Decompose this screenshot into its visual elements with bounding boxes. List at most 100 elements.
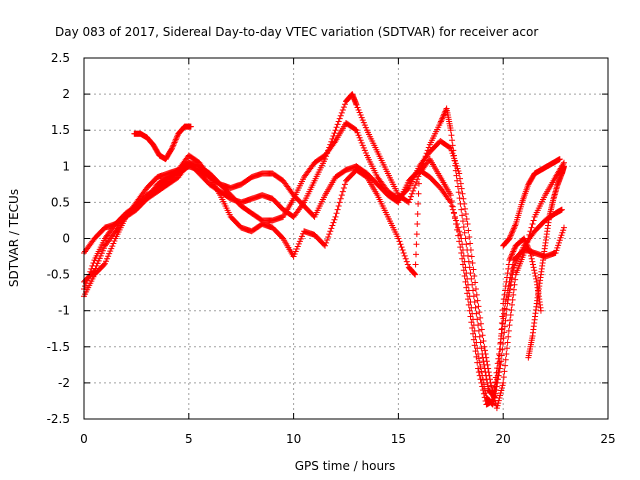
data-point (414, 210, 421, 217)
data-point (172, 136, 179, 143)
data-point (458, 235, 465, 242)
data-point (322, 242, 329, 249)
data-point (560, 163, 567, 170)
data-point (358, 139, 365, 146)
data-point (512, 276, 519, 283)
data-point (510, 226, 517, 233)
data-point (412, 261, 419, 268)
data-point (521, 235, 528, 242)
data-point (460, 195, 467, 202)
data-point (455, 189, 462, 196)
data-point (509, 229, 516, 236)
data-point (505, 327, 512, 334)
data-point (504, 339, 511, 346)
data-point (510, 248, 517, 255)
data-point (110, 240, 117, 247)
data-point (481, 343, 488, 350)
data-point (410, 270, 417, 277)
data-point (461, 229, 468, 236)
data-point (482, 390, 489, 397)
data-point (446, 144, 453, 151)
data-point (357, 112, 364, 119)
data-point (402, 255, 409, 262)
data-point (87, 268, 94, 275)
data-point (482, 351, 489, 358)
data-point (449, 137, 456, 144)
data-point (510, 225, 517, 232)
data-point (468, 253, 475, 260)
data-point (100, 245, 107, 252)
y-axis: -2.5 -2 -1.5 -1 -0.5 0 0.5 1 1.5 2 2.5 (47, 51, 608, 426)
data-point (477, 364, 484, 371)
series-4 (81, 163, 544, 408)
data-point (507, 254, 514, 261)
data-point (396, 238, 403, 245)
data-point (324, 236, 331, 243)
data-point (447, 199, 454, 206)
y-tick-label: -0.5 (47, 268, 70, 282)
data-point (169, 143, 176, 150)
data-point (521, 236, 528, 243)
data-point (496, 352, 503, 359)
data-point (459, 247, 466, 254)
data-point (509, 251, 516, 258)
data-point (494, 376, 501, 383)
data-point (478, 368, 485, 375)
data-point (492, 383, 499, 390)
data-point (524, 244, 531, 251)
data-point (336, 199, 343, 206)
data-point (496, 358, 503, 365)
data-point (341, 101, 348, 108)
data-point (472, 286, 479, 293)
data-point (509, 228, 516, 235)
data-point (556, 237, 563, 244)
data-point (355, 106, 362, 113)
data-point (505, 333, 512, 340)
data-point (103, 258, 110, 265)
data-point (454, 183, 461, 190)
data-point (481, 347, 488, 354)
data-point (492, 387, 499, 394)
data-point (449, 206, 456, 213)
data-point (453, 217, 460, 224)
series-5 (131, 123, 194, 163)
data-point (297, 235, 304, 242)
data-point (493, 405, 500, 412)
data-point (470, 266, 477, 273)
data-point (474, 345, 481, 352)
data-point (496, 351, 503, 358)
data-point (475, 365, 482, 372)
data-point (477, 314, 484, 321)
data-point (466, 234, 473, 241)
data-point (498, 319, 505, 326)
data-point (507, 255, 514, 262)
data-point (330, 132, 337, 139)
data-point (403, 258, 410, 265)
data-point (335, 118, 342, 125)
data-point (109, 243, 116, 250)
y-tick-label: 0 (62, 232, 70, 246)
data-point (441, 111, 448, 118)
data-point (497, 361, 504, 368)
data-point (477, 320, 484, 327)
data-point (510, 247, 517, 254)
y-tick-label: 2.5 (51, 51, 70, 65)
data-point (531, 270, 538, 277)
data-point (460, 252, 467, 259)
data-point (480, 377, 487, 384)
data-point (89, 262, 96, 269)
data-point (447, 145, 454, 152)
data-point (295, 240, 302, 247)
data-point (509, 301, 516, 308)
data-point (507, 317, 514, 324)
data-point (553, 247, 560, 254)
data-point (502, 356, 509, 363)
data-point (476, 359, 483, 366)
data-point (100, 261, 107, 268)
data-point (330, 219, 337, 226)
data-point (411, 184, 418, 191)
data-point (506, 235, 513, 242)
data-point (327, 228, 334, 235)
data-point (168, 146, 175, 153)
y-tick-label: -2.5 (47, 412, 70, 426)
